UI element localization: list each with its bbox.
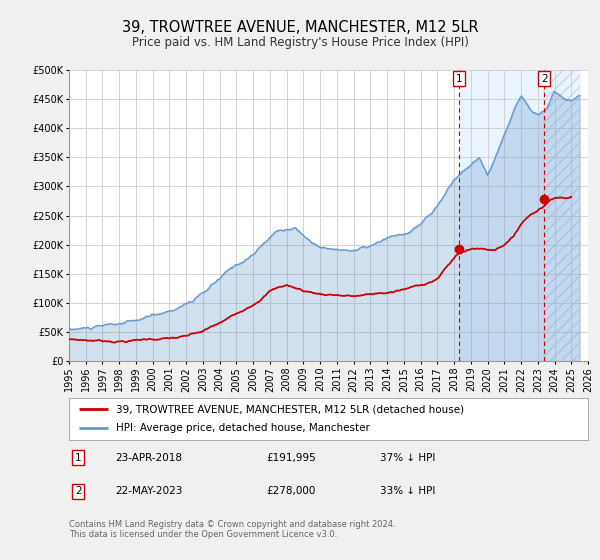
Text: 33% ↓ HPI: 33% ↓ HPI [380,487,436,496]
Text: 39, TROWTREE AVENUE, MANCHESTER, M12 5LR: 39, TROWTREE AVENUE, MANCHESTER, M12 5LR [122,20,478,35]
Text: £278,000: £278,000 [266,487,316,496]
Text: 39, TROWTREE AVENUE, MANCHESTER, M12 5LR (detached house): 39, TROWTREE AVENUE, MANCHESTER, M12 5LR… [116,404,464,414]
Text: 37% ↓ HPI: 37% ↓ HPI [380,453,436,463]
Text: 23-APR-2018: 23-APR-2018 [116,453,183,463]
Text: Price paid vs. HM Land Registry's House Price Index (HPI): Price paid vs. HM Land Registry's House … [131,36,469,49]
Text: 1: 1 [75,453,82,463]
Text: 2: 2 [541,74,547,84]
Text: 22-MAY-2023: 22-MAY-2023 [116,487,183,496]
Bar [459,70,580,361]
Text: HPI: Average price, detached house, Manchester: HPI: Average price, detached house, Manc… [116,423,370,433]
Text: 2: 2 [75,487,82,496]
Bar [544,70,580,361]
Text: £191,995: £191,995 [266,453,316,463]
Text: 1: 1 [456,74,463,84]
Text: Contains HM Land Registry data © Crown copyright and database right 2024.
This d: Contains HM Land Registry data © Crown c… [69,520,395,539]
